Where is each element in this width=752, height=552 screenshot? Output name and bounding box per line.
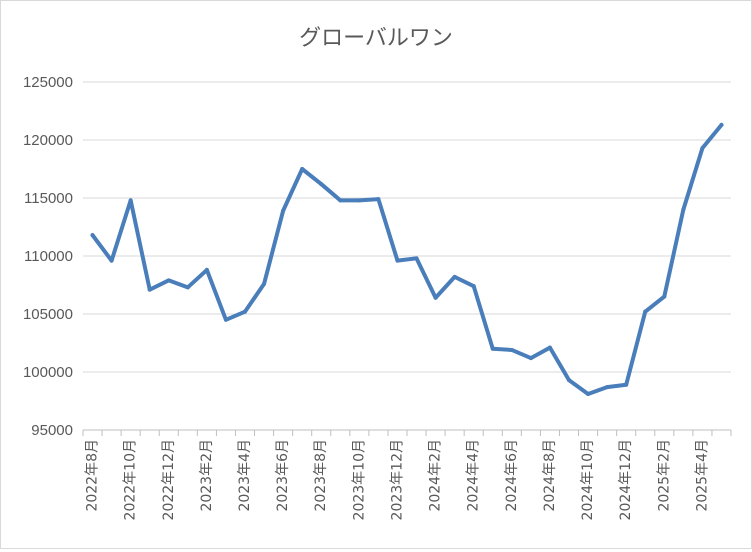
y-tick-label: 100000 [23,364,73,381]
x-tick-label: 2024年8月 [542,439,558,512]
data-point [414,256,419,261]
data-point [262,281,267,286]
data-point [281,208,286,213]
data-point [490,346,495,351]
data-point [605,385,610,390]
x-tick-label: 2024年10月 [580,439,596,520]
data-point [376,197,381,202]
data-point [166,278,171,283]
data-point [586,392,591,397]
x-tick-label: 2024年12月 [618,439,634,520]
data-point [204,267,209,272]
y-tick-label: 95000 [31,422,73,439]
data-point [319,182,324,187]
data-point [357,198,362,203]
y-tick-label: 110000 [24,248,73,265]
data-point [681,207,686,212]
series-line-0 [90,122,724,397]
chart-title: グローバルワン [299,26,453,51]
data-point [528,356,533,361]
data-point [185,285,190,290]
data-point [223,317,228,322]
x-tick-label: 2023年12月 [389,439,405,520]
x-tick-label: 2023年6月 [275,439,291,512]
series-layer [90,122,724,397]
data-point [643,309,648,314]
data-point [547,345,552,350]
data-point [243,309,247,314]
x-axis [82,429,732,436]
y-tick-label: 120000 [23,132,73,149]
y-axis-tick-labels: 95000 100000 105000 110000 115000 120000 12500… [23,74,73,439]
x-tick-label: 2023年4月 [237,439,253,512]
data-point [338,198,343,203]
x-tick-label: 2023年10月 [351,439,367,520]
data-point [662,294,667,299]
x-tick-label: 2022年10月 [123,439,139,520]
x-tick-label: 2025年4月 [694,439,710,512]
data-point [567,378,571,383]
x-tick-label: 2024年6月 [504,439,520,512]
x-tick-label: 2022年8月 [85,439,101,512]
data-point [90,233,95,238]
data-point [452,274,457,279]
x-tick-label: 2024年2月 [428,439,444,512]
data-point [395,258,400,263]
data-point [624,382,629,387]
data-point [147,287,152,292]
x-axis-tick-labels: 2022年8月 2022年10月 2022年12月 2023年2月 2023年4月 202… [85,439,711,520]
x-tick-label: 2023年8月 [313,439,329,512]
y-tick-label: 125000 [23,74,73,91]
data-point [128,198,133,203]
x-tick-label: 2022年12月 [161,439,177,520]
x-tick-label: 2025年2月 [656,439,672,512]
x-tick-label: 2024年4月 [466,439,482,512]
data-point [719,122,724,127]
y-tick-label: 115000 [24,190,73,207]
data-point [700,146,705,151]
x-tick-label: 2023年2月 [199,439,215,512]
y-tick-label: 105000 [23,306,73,323]
data-point [109,258,114,263]
data-point [471,284,476,289]
data-point [433,295,438,300]
data-point [509,347,514,352]
data-point [300,167,305,171]
gridlines [83,81,731,373]
